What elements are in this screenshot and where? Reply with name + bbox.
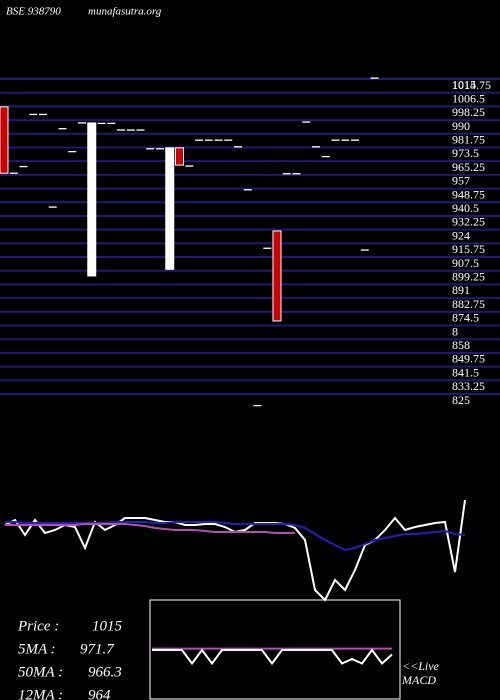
y-tick-label: 899.25 (452, 269, 485, 283)
y-tick-label: 1014.75 (452, 78, 491, 92)
y-tick-label: 8 (452, 324, 458, 338)
stat-label: Price : (17, 618, 59, 634)
y-tick-label: 981.75 (452, 133, 485, 147)
y-tick-label: 1006.5 (452, 91, 485, 105)
y-tick-label: 973.5 (452, 146, 479, 160)
macd-box (149, 599, 401, 700)
candle (175, 147, 184, 166)
y-tick-label: 948.75 (452, 187, 485, 201)
stat-label: 50MA : (18, 664, 63, 680)
macd-note: <<Live (402, 659, 440, 673)
stat-value: 971.7 (80, 641, 115, 657)
site: munafasutra.org (88, 6, 162, 18)
y-tick-label: 957 (452, 174, 470, 188)
macd-title: MACD (401, 673, 436, 687)
y-tick-label: 998.25 (452, 105, 485, 119)
y-tick-label: 940.5 (452, 201, 479, 215)
y-tick-label: 841.5 (452, 365, 479, 379)
y-tick-label: 849.75 (452, 352, 485, 366)
y-tick-label: 915.75 (452, 242, 485, 256)
candle (165, 147, 175, 270)
y-tick-label: 882.75 (452, 297, 485, 311)
y-tick-label: 833.25 (452, 379, 485, 393)
series-line (5, 523, 295, 534)
y-tick-label: 990 (452, 119, 470, 133)
stat-value: 966.3 (88, 664, 122, 680)
candle (87, 122, 97, 277)
series-line (5, 521, 466, 552)
y-tick-label: 924 (452, 228, 470, 242)
series-line (152, 648, 393, 666)
y-tick-label: 907.5 (452, 256, 479, 270)
y-tick-label: 874.5 (452, 311, 479, 325)
stat-label: 12MA : (18, 687, 63, 700)
y-tick-label: 932.25 (452, 215, 485, 229)
candle (0, 106, 9, 174)
stat-label: 5MA : (18, 641, 56, 657)
stat-value: 964 (88, 687, 111, 700)
candle (272, 230, 282, 322)
y-tick-label: 891 (452, 283, 470, 297)
y-tick-label: 1015 (452, 77, 476, 91)
y-tick-label: 825 (452, 393, 470, 407)
y-tick-label: 858 (452, 338, 470, 352)
symbol: BSE 938790 (6, 6, 61, 18)
stat-value: 1015 (92, 618, 123, 634)
y-tick-label: 965.25 (452, 160, 485, 174)
